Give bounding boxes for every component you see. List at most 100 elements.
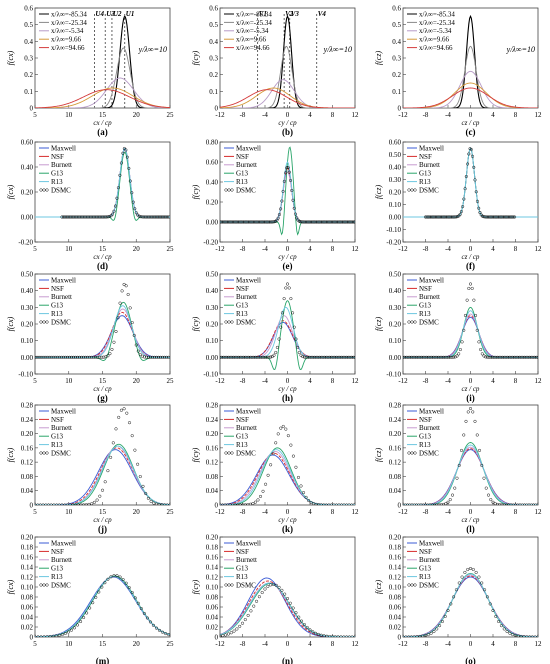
dsmc-point [289,297,293,301]
x-tick-label: -8 [423,245,429,253]
dsmc-point [141,484,145,488]
dsmc-point [299,484,303,488]
dsmc-point [462,197,466,201]
dsmc-point [463,570,467,574]
dsmc-point [78,215,82,219]
legend-marker [45,188,49,192]
dsmc-point [148,355,152,359]
dsmc-point [502,503,506,505]
dsmc-point [435,627,439,631]
dsmc-point [225,355,229,359]
dsmc-point [118,575,122,579]
dsmc-point [152,215,156,219]
legend-label: NSF [419,285,432,293]
legend-marker [42,451,46,455]
dsmc-point [79,215,83,219]
dsmc-point [468,282,473,286]
dsmc-point [279,207,283,211]
dsmc-point [443,355,447,359]
y-tick-label: 0.6 [24,5,33,13]
dsmc-point [154,626,159,630]
y-tick-label: 0.20 [389,321,402,329]
dsmc-point [55,355,59,359]
x-tick-label: 4 [308,111,312,119]
dsmc-point [162,215,166,219]
x-tick-label: 0 [469,377,473,385]
y-tick-label: -0.10 [386,226,401,234]
dsmc-point [461,205,465,209]
panel-label: (a) [97,127,108,137]
legend-label: x/λ∞=-5.34 [236,27,269,35]
dsmc-point [428,503,432,505]
x-tick-label: -8 [240,111,246,119]
legend-label: DSMC [419,581,439,589]
y-tick-label: -0.10 [386,371,401,379]
dsmc-point [316,632,320,636]
dsmc-point [109,575,113,579]
legend-marker [410,320,414,324]
dsmc-point [499,355,503,359]
dsmc-point [429,631,433,635]
dsmc-point [302,623,306,627]
series-line-p2 [220,45,355,108]
y-axis-label: f(cx) [6,447,15,462]
dsmc-point [163,355,167,359]
dsmc-point [85,215,89,219]
dsmc-point [45,355,49,359]
y-tick-label: -0.10 [18,371,33,379]
x-tick-label: -12 [215,245,225,253]
dsmc-point [480,352,484,356]
series-line-R13 [403,573,538,637]
legend-label: G13 [51,565,64,573]
y-tick-label: 0.14 [206,564,219,572]
y-axis-label: f(cy) [191,184,200,199]
dsmc-point [403,503,407,505]
x-tick-label: -12 [215,640,225,648]
x-tick-label: 10 [65,377,73,385]
dsmc-point [280,588,284,592]
dsmc-point [250,355,254,359]
dsmc-point [274,583,278,587]
dsmc-point [522,355,527,359]
dsmc-point [294,465,298,469]
legend-label: G13 [419,565,432,573]
x-tick-label: -4 [445,111,451,119]
dsmc-point [251,501,255,505]
dsmc-point [487,355,491,359]
dsmc-point [88,355,92,359]
x-tick-label: -12 [215,111,225,119]
dsmc-point [415,635,419,637]
dsmc-point [97,590,101,594]
dsmc-point [272,353,276,357]
legend-label: Burnett [236,293,257,301]
dsmc-point [287,286,291,290]
dsmc-point [264,482,268,486]
dsmc-point [99,215,103,219]
dsmc-point [226,632,230,636]
y-tick-label: -0.20 [203,239,218,247]
dsmc-point [115,196,119,200]
dsmc-point [232,629,236,633]
dsmc-point [312,355,317,359]
dsmc-point [458,348,462,352]
dsmc-point [106,215,110,219]
dsmc-point [513,633,518,637]
dsmc-point [119,161,123,165]
dsmc-point [82,215,86,219]
dsmc-point [39,635,43,637]
dsmc-point [36,503,40,505]
legend-label: NSF [51,416,64,424]
y-tick-label: 0.50 [206,271,219,279]
y-tick-label: 0.1 [209,88,218,96]
panel-label: (i) [466,393,475,403]
x-tick-label: -12 [398,640,408,648]
dsmc-point [276,432,280,436]
x-tick-label: 15 [99,377,107,385]
dsmc-point [460,575,464,579]
dsmc-point [151,215,155,219]
dsmc-point [483,588,487,592]
dsmc-point [431,355,435,359]
panel-c: 0 0.1 0.2 0.3 0.4 0.5 0.6 -12 -8 -4 0 4 8 12 f(cz) cz /… [374,5,542,138]
x-tick-label: 0 [286,245,290,253]
